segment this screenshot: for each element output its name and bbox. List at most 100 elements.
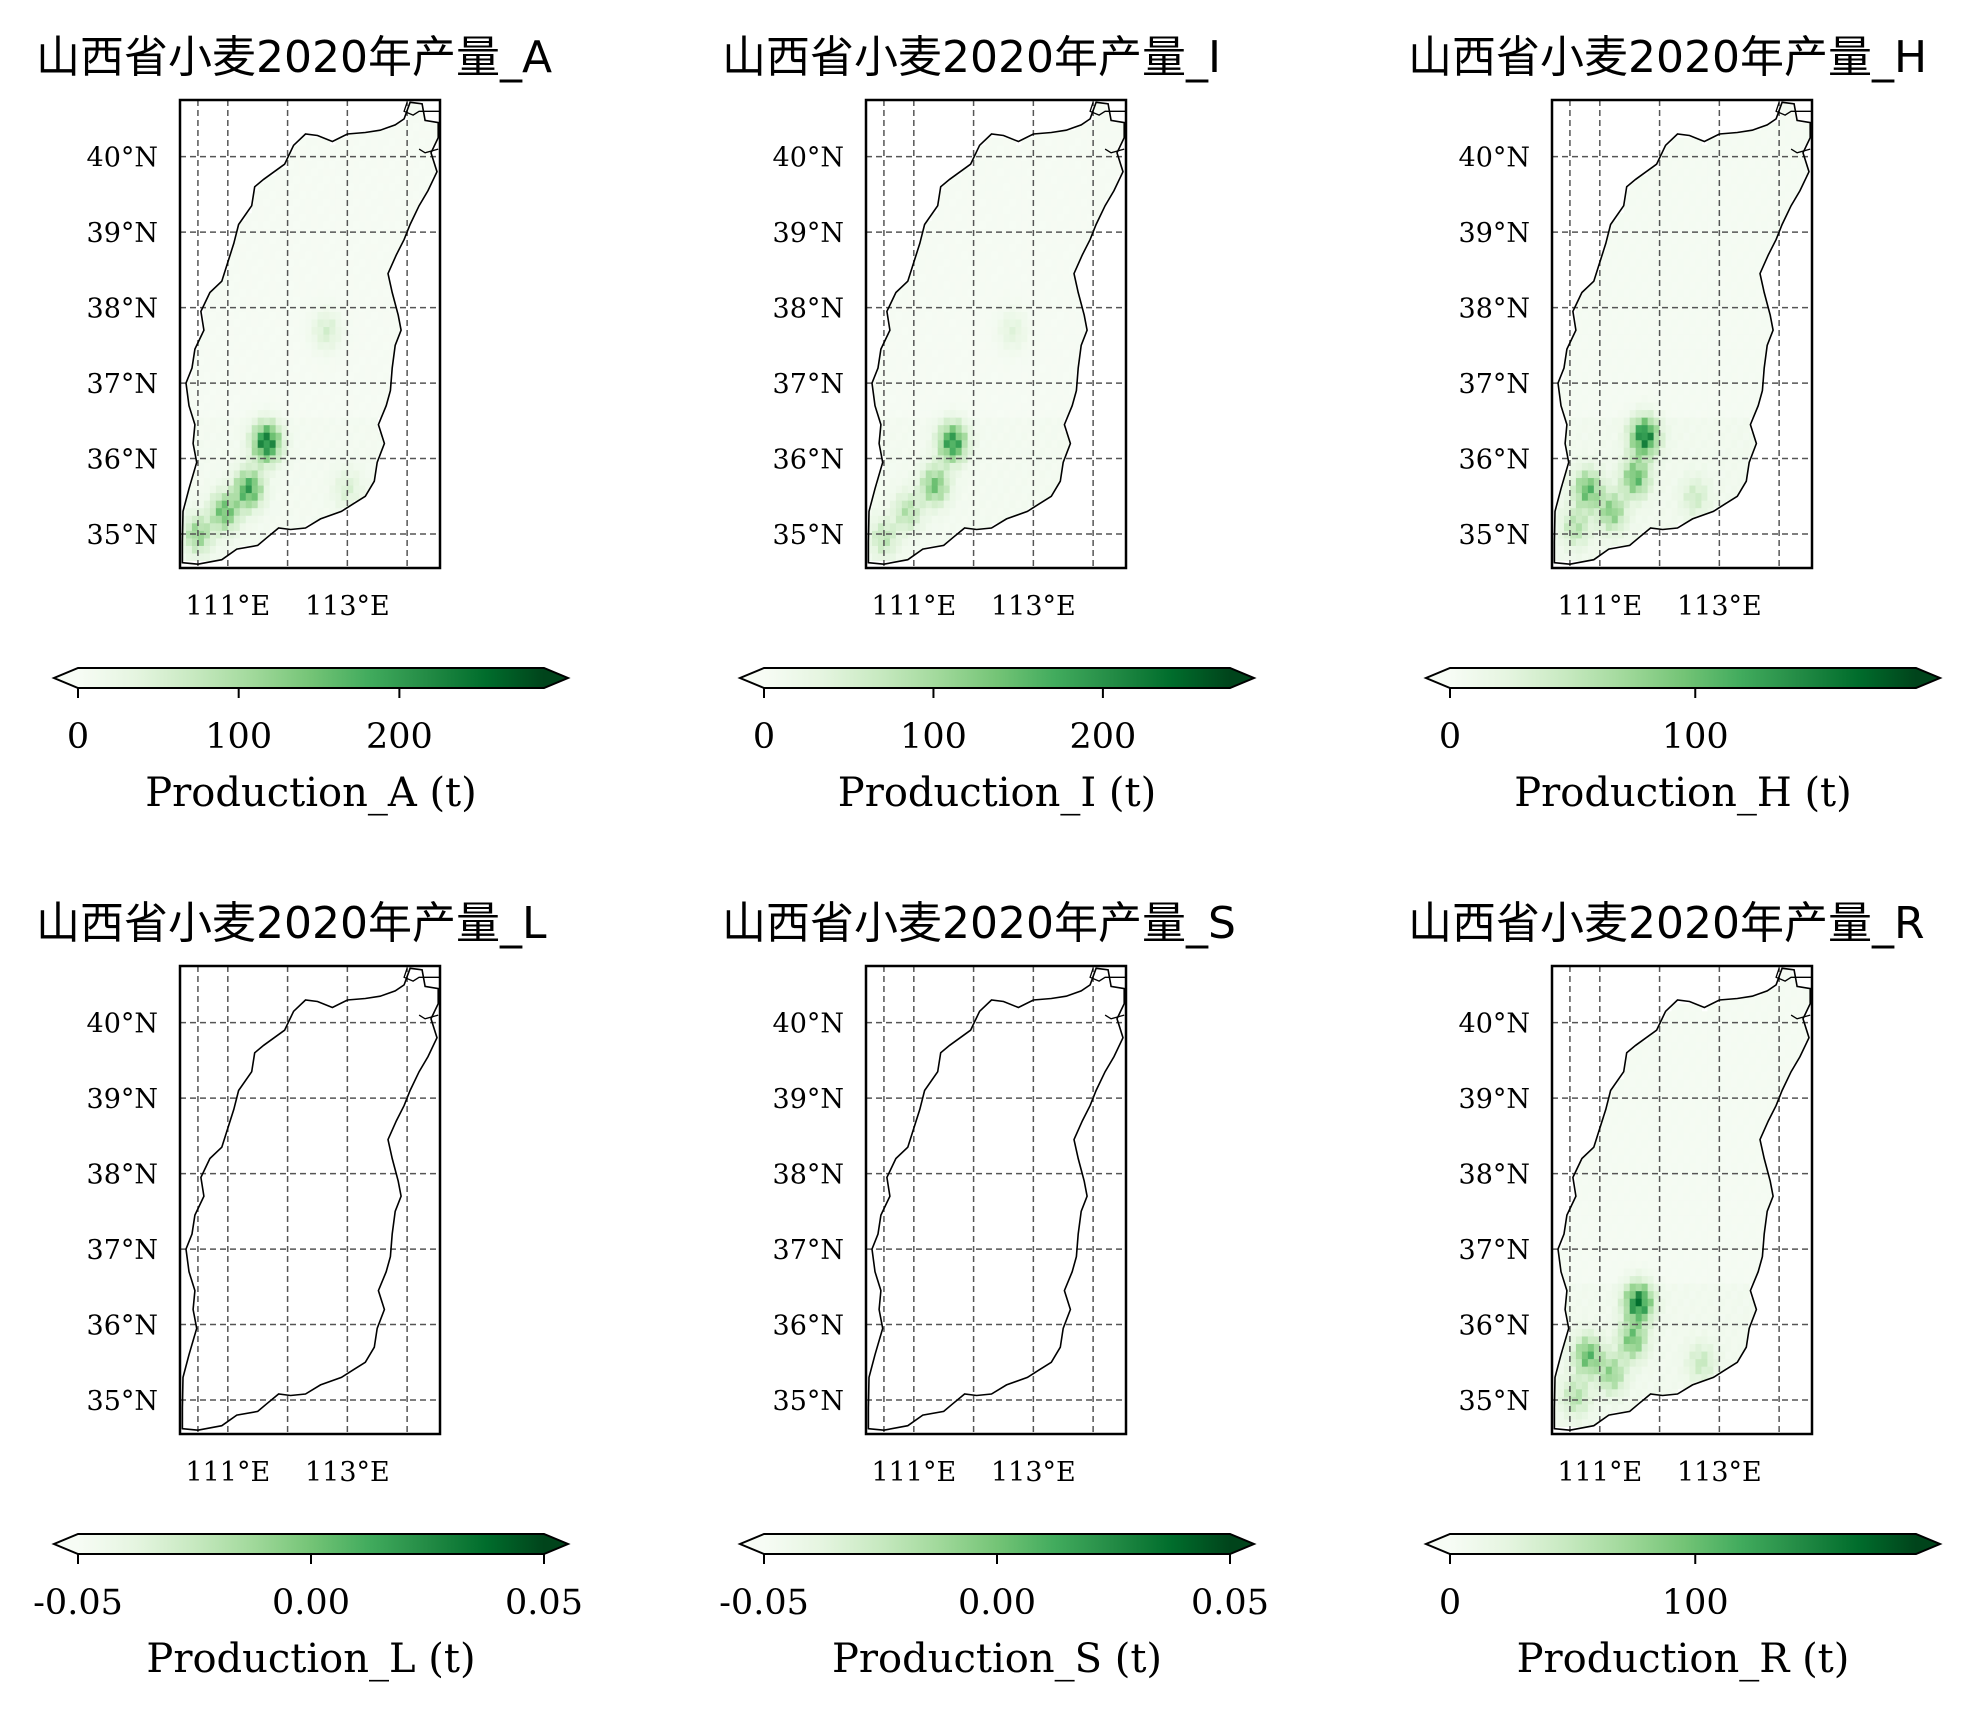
heatmap-cell [263,484,271,494]
heatmap-cell [1093,107,1100,116]
heatmap-cell [365,198,372,207]
heatmap-cell [1593,484,1601,494]
heatmap-cell [1051,334,1058,343]
heatmap-cell [215,432,223,441]
heatmap-cell [961,439,969,448]
heatmap-cell [1045,175,1052,184]
heatmap-cell [1605,273,1613,282]
heatmap-cell [907,409,915,418]
heatmap-cell [1009,281,1017,290]
heatmap-cell [1695,145,1703,154]
heatmap-cell [305,137,313,146]
heatmap-cell [203,477,211,486]
heatmap-cell [1003,401,1011,411]
heatmap-cell [1039,477,1046,486]
heatmap-cell [371,386,378,395]
heatmap-cell [299,417,307,426]
heatmap-cell [901,439,909,448]
heatmap-cell [1689,477,1697,486]
heatmap-cell [1569,349,1577,358]
heatmap-cell [1581,417,1589,426]
heatmap-cell [1665,152,1673,161]
heatmap-cell [1647,424,1655,433]
heatmap-cell [1749,258,1756,267]
heatmap-cell [1063,386,1070,395]
heatmap-cell [1761,213,1768,222]
heatmap-cell [269,477,277,486]
heatmap-cell [1611,364,1619,373]
heatmap-cell [1599,447,1607,456]
heatmap-cell [1069,311,1076,320]
heatmap-cell [1051,386,1058,395]
heatmap-cell [1581,318,1589,328]
heatmap-cell [1081,205,1088,214]
heatmap-cell [877,484,885,494]
heatmap-cell [1659,492,1667,501]
heatmap-cell [371,258,378,267]
heatmap-cell [1635,311,1643,320]
heatmap-cell [1015,318,1023,328]
heatmap-cell [1671,145,1679,154]
heatmap-cell [937,190,945,199]
heatmap-cell [1779,130,1786,139]
heatmap-cell [269,235,277,245]
heatmap-cell [1713,183,1720,192]
heatmap-cell [245,303,253,312]
heatmap-cell [1749,447,1756,456]
heatmap-cell [1557,552,1565,562]
heatmap-cell [1057,250,1064,260]
heatmap-cell [1051,311,1058,320]
heatmap-cell [1635,190,1643,199]
heatmap-cell [991,137,999,146]
heatmap-cell [1755,167,1762,177]
heatmap-cell [209,424,217,433]
heatmap-cell [203,454,211,463]
heatmap-cell [1743,213,1750,222]
heatmap-cell [1045,250,1052,260]
heatmap-cell [883,371,891,380]
heatmap-cell [371,266,378,275]
heatmap-cell [937,220,945,229]
heatmap-cell [257,507,265,516]
heatmap-cell [1677,364,1685,373]
heatmap-cell [1111,183,1118,192]
heatmap-cell [1009,364,1017,373]
heatmap-cell [979,281,987,290]
heatmap-cell [365,469,372,479]
heatmap-cell [377,432,384,441]
heatmap-cell [359,326,366,335]
heatmap-cell [227,515,235,524]
heatmap-cell [1069,326,1076,335]
heatmap-cell [1677,213,1685,222]
heatmap-cell [1063,235,1070,245]
heatmap-cell [359,273,366,282]
heatmap-cell [919,394,927,403]
heatmap-cell [341,386,348,395]
heatmap-cell [1099,115,1106,124]
heatmap-cell [1599,349,1607,358]
heatmap-cell [1003,371,1011,380]
heatmap-cell [1647,386,1655,395]
heatmap-cell [281,183,289,192]
heatmap-cell [1659,205,1667,214]
heatmap-cell [1689,318,1697,328]
lat-tick-label: 37°N [87,369,158,400]
heatmap-cell [1593,349,1601,358]
heatmap-cell [1689,356,1697,365]
heatmap-cell [329,500,337,509]
heatmap-cell [197,341,205,350]
heatmap-cell [895,356,903,365]
heatmap-cell [299,409,307,418]
heatmap-cell [353,356,360,365]
heatmap-cell [1737,266,1744,275]
heatmap-cell [925,417,933,426]
heatmap-cell [1707,424,1714,433]
heatmap-cell [1755,175,1762,184]
heatmap-cell [305,515,313,524]
heatmap-cell [257,364,265,373]
heatmap-cell [907,462,915,471]
heatmap-cell [1659,266,1667,275]
heatmap-cell [233,484,241,494]
heatmap-cell [305,371,313,380]
heatmap-cell [1743,145,1750,154]
